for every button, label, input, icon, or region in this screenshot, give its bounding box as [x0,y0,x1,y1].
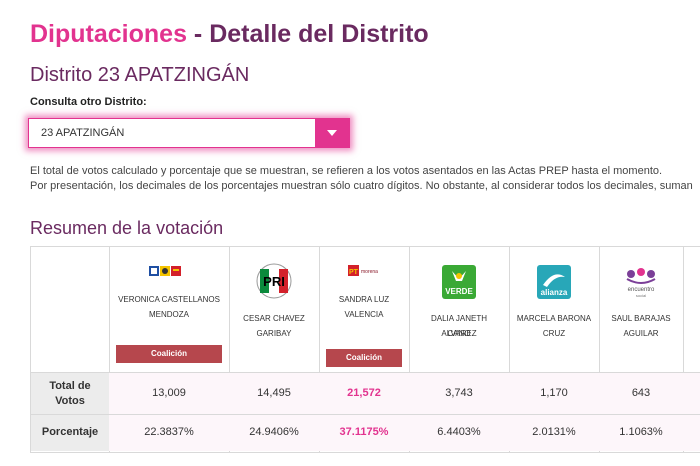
candidate-name-line-1: CESAR CHAVEZ [243,314,305,323]
votes-cell: 14,495 [229,372,319,415]
summary-title: Resumen de la votación [30,218,224,238]
candidate-name-line-1: VERONICA CASTELLANOS [118,295,220,304]
percent-cell: 24.9406% [229,414,319,451]
votos-label-line-2: Votos [55,395,85,407]
percent-value-winner: 37.1175% [339,426,389,438]
votos-label-line-1: Total de [49,380,91,392]
votes-value: 14,495 [257,387,291,399]
pt-morena-logo-icon: PT morena [348,265,378,276]
svg-text:PT: PT [349,269,359,276]
pri-logo-icon: PRI [256,263,292,299]
votes-cell: 3,743 [409,372,509,415]
candidate-name-line-2: AGUILAR [623,329,659,338]
candidate-header: VERONICA CASTELLANOS MENDOZA Coalición [109,247,229,372]
percent-value: 2.0131% [532,426,576,438]
candidate-name-line-1: SANDRA LUZ [338,295,390,304]
percent-cell: 1.1063% [599,414,683,451]
candidate-name-line-2: CRUZ [542,329,566,338]
verde-logo-icon: VERDE [442,265,476,299]
district-title: Distrito 23 APATZINGÁN [30,64,250,86]
page-title-detail: Detalle del Distrito [209,20,429,48]
encuentro-social-logo-icon: encuentro social [626,268,656,298]
candidate-column: alianza MARCELA BARONA CRUZ 1,170 2.0131… [509,247,600,452]
percent-cell: 6.4403% [409,414,509,451]
svg-text:PRI: PRI [263,274,285,289]
percent-cell: 37.1175% [319,414,409,451]
candidate-name-line-1: SAUL BARAJAS [611,314,671,323]
chevron-down-icon [327,130,337,136]
percent-cell: 22.3837% [109,414,229,451]
votes-cell: 21,572 [319,372,409,415]
percent-value: 1.1063% [619,426,663,438]
candidate-column: VERDE DALIA JANETH ALVAREZ CANO 3,743 6.… [409,247,510,452]
consulta-label: Consulta otro Distrito: [30,96,147,108]
notes: El total de votos calculado y porcentaje… [30,164,700,194]
votes-cell [683,372,700,415]
district-select[interactable]: 23 APATZINGÁN [28,118,350,148]
candidate-header: VERDE DALIA JANETH ALVAREZ CANO [409,247,509,372]
candidate-column: PRI CESAR CHAVEZ GARIBAY 14,495 24.9406% [229,247,320,452]
district-select-value[interactable]: 23 APATZINGÁN [41,127,125,139]
porcentaje-label-cell: Porcentaje [31,414,109,451]
votes-value: 3,743 [445,387,473,399]
notes-line-2: Por presentación, los decimales de los p… [30,180,693,192]
percent-value: 24.9406% [249,426,299,438]
votes-value: 643 [631,387,651,399]
percent-value: 22.3837% [144,426,194,438]
candidate-name-line-2: GARIBAY [256,329,292,338]
coalition-badge[interactable]: Coalición [116,345,222,363]
votes-value: 13,009 [152,387,186,399]
pan-prd-pt-logos-icon [149,266,181,276]
notes-line-1: El total de votos calculado y porcentaje… [30,165,663,177]
percent-cell: 2.0131% [509,414,599,451]
votes-value: 1,170 [540,387,568,399]
summary-table: Total de Votos Porcentaje VERONICA CASTE… [30,246,700,453]
nueva-alianza-logo-icon: alianza [537,265,571,299]
percent-value: 6.4403% [437,426,481,438]
candidate-name-line-1: MARCELA BARONA [516,314,592,323]
candidate-column: VERONICA CASTELLANOS MENDOZA Coalición 1… [109,247,230,452]
page-title-separator: - [186,20,210,48]
svg-text:encuentro: encuentro [628,287,655,293]
label-column: Total de Votos Porcentaje [31,247,110,452]
dropdown-button[interactable] [315,119,349,147]
candidate-name-line-2: MENDOZA [149,310,189,319]
page-title: Diputaciones - Detalle del Distrito [30,20,429,49]
votes-cell: 13,009 [109,372,229,415]
candidate-name-line-2: CANO [447,329,471,338]
porcentaje-label: Porcentaje [41,426,99,438]
coalition-badge[interactable]: Coalición [326,349,402,367]
page-title-section: Diputaciones [30,20,187,48]
votes-cell: 1,170 [509,372,599,415]
svg-text:VERDE: VERDE [445,287,473,296]
candidate-column-partial [683,247,700,452]
candidate-header: alianza MARCELA BARONA CRUZ [509,247,599,372]
votes-value-winner: 21,572 [347,387,381,399]
candidate-column: PT morena SANDRA LUZ VALENCIA Coalición … [319,247,410,452]
percent-cell [683,414,700,451]
candidate-header: PT morena SANDRA LUZ VALENCIA Coalición [319,247,409,372]
candidate-header: encuentro social SAUL BARAJAS AGUILAR [599,247,683,372]
votos-label-cell: Total de Votos [31,372,109,415]
candidate-header: PRI CESAR CHAVEZ GARIBAY [229,247,319,372]
votes-cell: 643 [599,372,683,415]
candidate-column: encuentro social SAUL BARAJAS AGUILAR 64… [599,247,684,452]
candidate-name-line-2: VALENCIA [344,310,384,319]
svg-text:alianza: alianza [541,288,568,297]
svg-text:morena: morena [361,269,378,275]
svg-text:social: social [636,293,646,298]
candidate-name-line-1: DALIA JANETH ALVAREZ [430,314,487,338]
